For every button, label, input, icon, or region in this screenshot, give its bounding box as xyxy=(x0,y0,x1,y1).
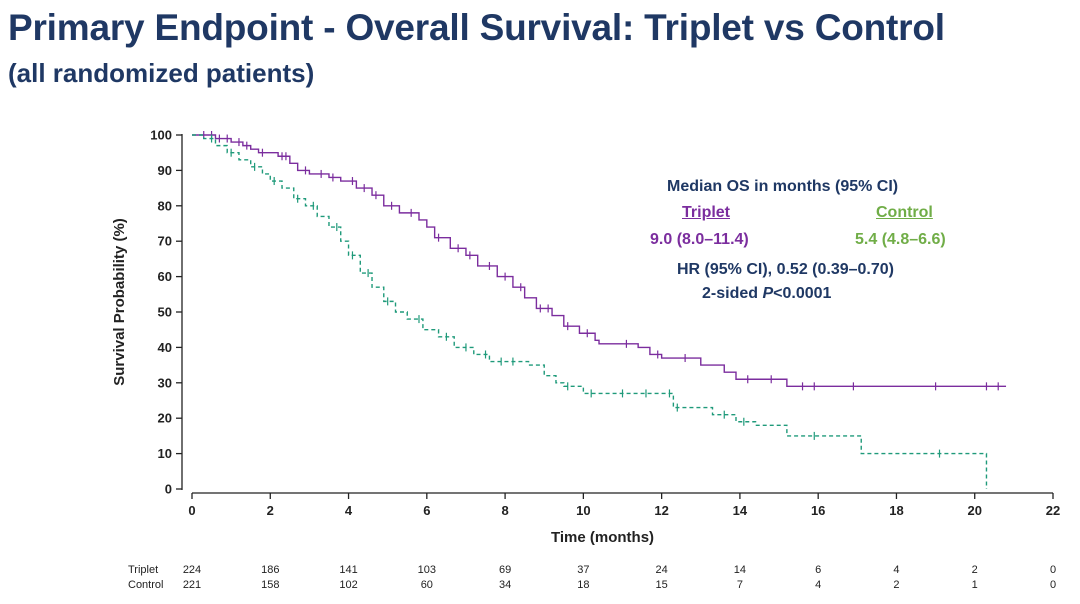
x-tick-label: 22 xyxy=(1046,503,1060,518)
at-risk-count: 60 xyxy=(421,579,433,591)
legend-control-label: Control xyxy=(876,204,933,221)
y-axis-label: Survival Probability (%) xyxy=(111,218,128,386)
at-risk-count: 2 xyxy=(893,579,899,591)
slide-subtitle: (all randomized patients) xyxy=(8,58,315,88)
at-risk-count: 186 xyxy=(261,564,279,576)
y-tick-label: 10 xyxy=(158,446,172,461)
at-risk-count: 102 xyxy=(339,579,357,591)
x-tick-label: 8 xyxy=(501,503,508,518)
y-tick-label: 60 xyxy=(158,269,172,284)
series-line-triplet xyxy=(192,134,1007,388)
y-tick-label: 100 xyxy=(150,128,172,143)
at-risk-count: 6 xyxy=(815,564,821,576)
hazard-ratio-text: HR (95% CI), 0.52 (0.39–0.70) xyxy=(677,261,894,278)
y-tick-label: 50 xyxy=(158,305,172,320)
at-risk-count: 34 xyxy=(499,579,511,591)
legend-control-value: 5.4 (4.8–6.6) xyxy=(855,231,946,248)
at-risk-count: 69 xyxy=(499,564,511,576)
at-risk-count: 1 xyxy=(972,579,978,591)
x-tick-label: 18 xyxy=(889,503,903,518)
at-risk-count: 221 xyxy=(183,579,201,591)
x-tick-label: 14 xyxy=(733,503,748,518)
at-risk-count: 7 xyxy=(737,579,743,591)
at-risk-count: 15 xyxy=(656,579,668,591)
y-tick-label: 90 xyxy=(158,163,172,178)
x-tick-label: 20 xyxy=(967,503,981,518)
at-risk-row-label: Control xyxy=(128,579,163,591)
at-risk-row-label: Triplet xyxy=(128,564,158,576)
p-value-text: 2-sided P<0.0001 xyxy=(702,285,831,303)
at-risk-count: 18 xyxy=(577,579,589,591)
at-risk-count: 24 xyxy=(656,564,668,576)
at-risk-count: 158 xyxy=(261,579,279,591)
at-risk-count: 141 xyxy=(339,564,357,576)
x-tick-label: 12 xyxy=(654,503,668,518)
p-letter: P xyxy=(762,285,774,302)
x-tick-label: 6 xyxy=(423,503,430,518)
at-risk-count: 4 xyxy=(815,579,821,591)
at-risk-count: 14 xyxy=(734,564,746,576)
at-risk-count: 103 xyxy=(418,564,436,576)
slide-title: Primary Endpoint - Overall Survival: Tri… xyxy=(8,7,945,48)
y-tick-label: 30 xyxy=(158,375,172,390)
y-tick-label: 20 xyxy=(158,411,172,426)
legend-triplet-value: 9.0 (8.0–11.4) xyxy=(650,231,749,248)
chart-axes: 0 10 20 30 40 50 60 70 80 90 100 0 2 4 6 8 10 12 14 16 18 20 2… xyxy=(111,128,1060,547)
chart-series xyxy=(192,131,1007,489)
at-risk-count: 224 xyxy=(183,564,201,576)
x-tick-label: 0 xyxy=(188,503,195,518)
y-tick-label: 0 xyxy=(165,482,172,497)
y-tick-label: 40 xyxy=(158,340,172,355)
x-tick-label: 4 xyxy=(345,503,353,518)
legend-heading: Median OS in months (95% CI) xyxy=(667,178,899,195)
p-prefix: 2-sided xyxy=(702,285,763,302)
x-tick-label: 10 xyxy=(576,503,590,518)
legend-triplet-label: Triplet xyxy=(682,204,731,221)
at-risk-count: 4 xyxy=(893,564,899,576)
at-risk-count: 2 xyxy=(972,564,978,576)
at-risk-count: 0 xyxy=(1050,579,1056,591)
x-tick-label: 16 xyxy=(811,503,825,518)
x-tick-label: 2 xyxy=(267,503,274,518)
at-risk-count: 0 xyxy=(1050,564,1056,576)
series-line-control xyxy=(192,134,988,489)
y-tick-label: 80 xyxy=(158,198,172,213)
at-risk-count: 37 xyxy=(577,564,589,576)
x-axis-label: Time (months) xyxy=(551,529,654,546)
p-number: <0.0001 xyxy=(773,285,832,302)
y-tick-label: 70 xyxy=(158,234,172,249)
